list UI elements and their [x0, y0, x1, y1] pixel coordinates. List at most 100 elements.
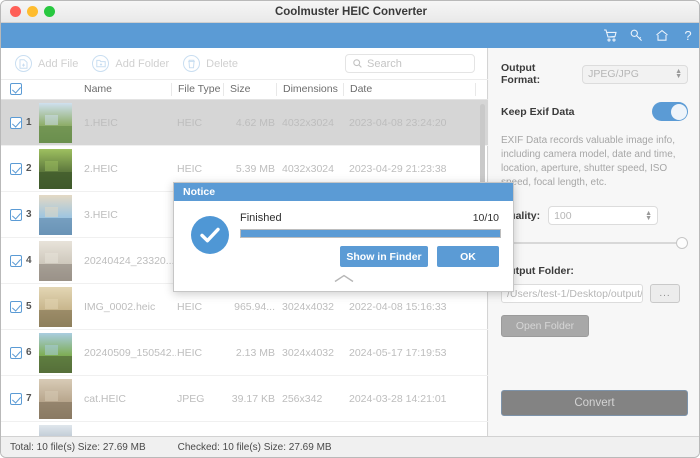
- chevron-up-icon[interactable]: [333, 270, 355, 288]
- scrollbar-thumb[interactable]: [480, 104, 485, 222]
- cell-file-type: HEIC: [177, 163, 203, 175]
- add-folder-button[interactable]: Add Folder: [92, 55, 169, 72]
- cart-icon[interactable]: [597, 23, 623, 48]
- output-format-row: Output Format: JPEG/JPG ▲ ▼: [501, 62, 688, 86]
- open-folder-button[interactable]: Open Folder: [501, 315, 589, 337]
- browse-folder-button[interactable]: ...: [650, 284, 680, 303]
- quality-slider-knob[interactable]: [676, 237, 688, 249]
- column-header-size[interactable]: Size: [223, 83, 250, 96]
- row-checkbox[interactable]: [10, 347, 22, 359]
- search-placeholder: Search: [367, 57, 402, 70]
- window-controls: [10, 6, 55, 17]
- row-checkbox[interactable]: [10, 163, 22, 175]
- add-file-label: Add File: [38, 57, 79, 70]
- notice-title: Notice: [174, 183, 513, 201]
- notice-progress-bar: [240, 229, 501, 238]
- minimize-window-button[interactable]: [27, 6, 38, 17]
- file-list-pane: Add File Add Folder Delete: [1, 48, 488, 438]
- table-row[interactable]: 7 cat.HEIC JPEG 39.17 KB 256x342 2024-03-28 1…: [1, 376, 488, 422]
- cell-dimensions: 3024x4032: [282, 301, 334, 313]
- status-bar: Total: 10 file(s) Size: 27.69 MB Checked…: [1, 436, 699, 457]
- row-index: 2: [26, 163, 32, 174]
- column-header-file-type[interactable]: File Type: [171, 83, 220, 96]
- row-checkbox[interactable]: [10, 209, 22, 221]
- keep-exif-label: Keep Exif Data: [501, 105, 575, 118]
- ok-button[interactable]: OK: [437, 246, 499, 267]
- file-thumbnail: [39, 241, 72, 281]
- title-bar: Coolmuster HEIC Converter: [1, 1, 699, 23]
- delete-button[interactable]: Delete: [183, 55, 238, 72]
- cell-date: 2023-04-29 21:23:38: [349, 163, 447, 175]
- notice-actions: Show in Finder OK: [340, 246, 499, 267]
- cell-dimensions: 256x342: [282, 393, 323, 405]
- column-header-date[interactable]: Date: [343, 83, 372, 96]
- quality-slider-track: [501, 242, 688, 244]
- output-format-label: Output Format:: [501, 62, 541, 86]
- delete-label: Delete: [206, 57, 238, 70]
- status-checked: Checked: 10 file(s) Size: 27.69 MB: [177, 441, 332, 453]
- file-thumbnail: [39, 195, 72, 235]
- help-icon[interactable]: ?: [684, 28, 692, 43]
- quality-slider[interactable]: [501, 237, 688, 249]
- cell-file-type: JPEG: [177, 393, 205, 405]
- output-format-value: JPEG/JPG: [588, 68, 639, 80]
- exif-description: EXIF Data records valuable image info, i…: [501, 135, 676, 188]
- column-header-dimensions[interactable]: Dimensions: [276, 83, 338, 96]
- output-folder-field[interactable]: /Users/test-1/Desktop/output/: [501, 284, 643, 303]
- close-window-button[interactable]: [10, 6, 21, 17]
- cell-name: 2.HEIC: [84, 163, 118, 175]
- cell-size: 2.13 MB: [235, 347, 275, 359]
- table-row[interactable]: 1 1.HEIC HEIC 4.62 MB 4032x3024 2023-04-08 23…: [1, 100, 488, 146]
- output-format-select[interactable]: JPEG/JPG ▲ ▼: [582, 64, 688, 84]
- cell-dimensions: 4032x3024: [282, 117, 334, 129]
- row-checkbox[interactable]: [10, 255, 22, 267]
- success-check-icon: [191, 216, 229, 254]
- select-all-checkbox[interactable]: [10, 83, 22, 95]
- row-checkbox[interactable]: [10, 301, 22, 313]
- cell-name: cat.HEIC: [84, 393, 127, 405]
- chevron-updown-icon: ▲ ▼: [675, 68, 682, 80]
- output-folder-row: /Users/test-1/Desktop/output/ ...: [501, 284, 688, 303]
- cell-file-type: HEIC: [177, 347, 203, 359]
- column-header-end: [475, 83, 482, 96]
- keep-exif-toggle[interactable]: [652, 102, 688, 121]
- row-checkbox[interactable]: [10, 393, 22, 405]
- row-index: 5: [26, 301, 32, 312]
- window-title: Coolmuster HEIC Converter: [274, 6, 428, 18]
- keep-exif-row: Keep Exif Data: [501, 102, 688, 121]
- row-index: 7: [26, 393, 32, 404]
- file-thumbnail: [39, 103, 72, 143]
- column-header-name[interactable]: Name: [84, 83, 113, 95]
- cell-name: 1.HEIC: [84, 117, 118, 129]
- file-thumbnail: [39, 287, 72, 327]
- trash-icon: [183, 55, 201, 72]
- cell-size: 4.62 MB: [235, 117, 275, 129]
- cell-size: 965.94...: [234, 301, 275, 313]
- home-icon[interactable]: [649, 23, 675, 48]
- quality-value: 100: [554, 209, 572, 222]
- show-in-finder-button[interactable]: Show in Finder: [340, 246, 428, 267]
- stepper-arrows-icon[interactable]: ▲ ▼: [645, 209, 653, 222]
- cell-date: 2024-03-28 14:21:01: [349, 393, 447, 405]
- cell-date: 2024-05-17 17:19:53: [349, 347, 447, 359]
- search-icon: [353, 55, 362, 73]
- table-row[interactable]: 5 IMG_0002.heic HEIC 965.94... 3024x4032 2022…: [1, 284, 488, 330]
- cell-file-type: HEIC: [177, 117, 203, 129]
- add-file-button[interactable]: Add File: [15, 55, 78, 72]
- file-rows[interactable]: 1 1.HEIC HEIC 4.62 MB 4032x3024 2023-04-08 23…: [1, 100, 488, 438]
- output-folder-label: Output Folder:: [501, 265, 574, 277]
- quality-row: Quality: 100 ▲ ▼: [501, 206, 688, 225]
- file-list-scrollbar[interactable]: [480, 104, 485, 429]
- maximize-window-button[interactable]: [44, 6, 55, 17]
- convert-button[interactable]: Convert: [501, 390, 688, 416]
- key-icon[interactable]: [623, 23, 649, 48]
- quality-stepper[interactable]: 100 ▲ ▼: [548, 206, 659, 225]
- cell-dimensions: 3024x4032: [282, 347, 334, 359]
- row-checkbox[interactable]: [10, 117, 22, 129]
- add-folder-label: Add Folder: [115, 57, 170, 70]
- table-header: Name File Type Size Dimensions Date: [1, 80, 488, 100]
- search-input[interactable]: Search: [345, 54, 475, 73]
- cell-date: 2023-04-08 23:24:20: [349, 117, 447, 129]
- table-row[interactable]: 6 20240509_150542... HEIC 2.13 MB 3024x4032 2…: [1, 330, 488, 376]
